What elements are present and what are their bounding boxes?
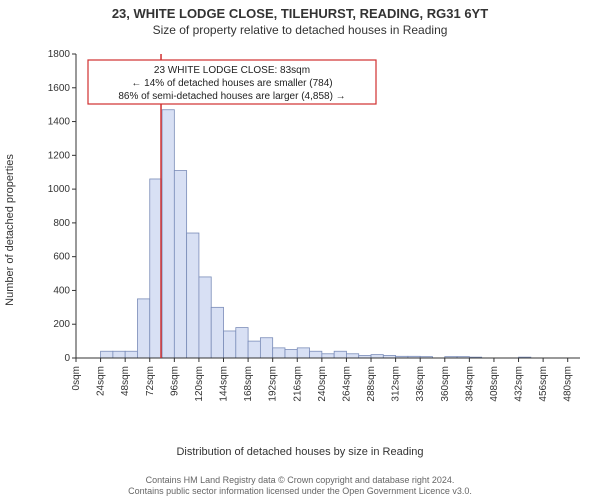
attribution: Contains HM Land Registry data © Crown c… (0, 475, 600, 498)
svg-text:456sqm: 456sqm (538, 366, 549, 402)
svg-text:72sqm: 72sqm (145, 366, 156, 396)
svg-text:1600: 1600 (48, 83, 71, 94)
svg-text:264sqm: 264sqm (341, 366, 352, 402)
svg-text:288sqm: 288sqm (366, 366, 377, 402)
svg-text:360sqm: 360sqm (440, 366, 451, 402)
svg-text:1000: 1000 (48, 184, 71, 195)
svg-text:1800: 1800 (48, 49, 71, 60)
svg-text:120sqm: 120sqm (194, 366, 205, 402)
svg-text:1200: 1200 (48, 150, 71, 161)
svg-text:0sqm: 0sqm (71, 366, 82, 390)
histogram-chart: 0 200 400 600 800 1000 1200 1400 1600 1800 0sqm 24s… (46, 48, 586, 418)
svg-text:384sqm: 384sqm (464, 366, 475, 402)
svg-text:144sqm: 144sqm (219, 366, 230, 402)
svg-text:48sqm: 48sqm (120, 366, 131, 396)
svg-text:400: 400 (53, 285, 70, 296)
page-subtitle: Size of property relative to detached ho… (0, 23, 600, 37)
svg-text:600: 600 (53, 252, 70, 263)
chart-svg: 0 200 400 600 800 1000 1200 1400 1600 1800 0sqm 24s… (46, 48, 586, 418)
svg-text:23 WHITE LODGE CLOSE: 83sqm: 23 WHITE LODGE CLOSE: 83sqm (154, 65, 310, 76)
svg-text:24sqm: 24sqm (96, 366, 107, 396)
y-axis-label: Number of detached properties (4, 154, 16, 306)
svg-text:96sqm: 96sqm (169, 366, 180, 396)
svg-text:← 14% of detached houses are s: ← 14% of detached houses are smaller (78… (131, 78, 332, 89)
svg-text:240sqm: 240sqm (317, 366, 328, 402)
svg-text:408sqm: 408sqm (489, 366, 500, 402)
svg-text:432sqm: 432sqm (514, 366, 525, 402)
svg-text:312sqm: 312sqm (391, 366, 402, 402)
svg-text:1400: 1400 (48, 117, 71, 128)
svg-text:86% of semi-detached houses ar: 86% of semi-detached houses are larger (… (118, 91, 345, 102)
svg-text:216sqm: 216sqm (292, 366, 303, 402)
svg-text:0: 0 (64, 353, 70, 364)
attribution-line2: Contains public sector information licen… (0, 486, 600, 498)
x-axis-label: Distribution of detached houses by size … (0, 446, 600, 458)
svg-text:168sqm: 168sqm (243, 366, 254, 402)
svg-text:480sqm: 480sqm (563, 366, 574, 402)
attribution-line1: Contains HM Land Registry data © Crown c… (0, 475, 600, 487)
svg-text:192sqm: 192sqm (268, 366, 279, 402)
page-title: 23, WHITE LODGE CLOSE, TILEHURST, READIN… (0, 6, 600, 21)
svg-text:200: 200 (53, 319, 70, 330)
svg-text:800: 800 (53, 218, 70, 229)
svg-text:336sqm: 336sqm (415, 366, 426, 402)
